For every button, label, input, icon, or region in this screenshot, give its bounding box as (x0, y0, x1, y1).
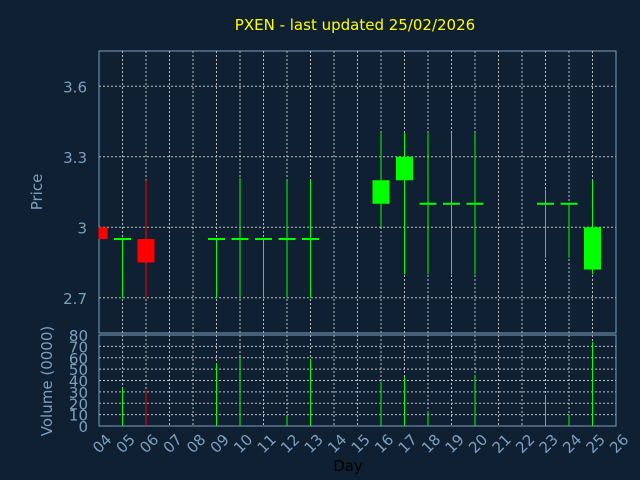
candle-body (372, 180, 390, 204)
volume-y-tick-label: 10 (69, 407, 88, 425)
price-y-tick-label: 3 (77, 219, 87, 237)
volume-bars (122, 341, 593, 426)
candle-06 (137, 180, 155, 298)
volume-y-tick-label: 30 (69, 384, 88, 402)
candle-13 (302, 180, 319, 298)
candle-24 (560, 202, 578, 258)
candle-25 (584, 180, 601, 275)
price-y-ticks: 2.7 3 3.3 3.6 (63, 78, 87, 308)
volume-plot-frame (98, 334, 617, 427)
candle-05 (114, 238, 131, 298)
candle-19 (443, 133, 460, 275)
candle-04 (98, 227, 108, 239)
price-plot-frame (98, 50, 617, 334)
candle-18 (419, 133, 437, 275)
price-panel: 2.7 3 3.3 3.6 Price (28, 50, 617, 334)
volume-axis-label: Volume (0000) (38, 326, 56, 436)
volume-y-tick-label: 80 (69, 327, 88, 345)
volume-y-tick-label: 50 (69, 361, 88, 379)
price-candles (98, 133, 601, 298)
candle-20 (466, 133, 484, 275)
candle-body (584, 227, 601, 270)
chart-title: PXEN - last updated 25/02/2026 (235, 16, 475, 34)
price-axis-label: Price (28, 174, 46, 211)
price-y-tick-label: 3.6 (63, 78, 87, 96)
candle-body (99, 227, 108, 239)
candle-17 (396, 133, 413, 275)
volume-y-tick-label: 40 (69, 373, 88, 391)
price-y-tick-label: 2.7 (63, 290, 87, 308)
candle-09 (208, 238, 225, 298)
candle-11 (255, 238, 272, 298)
x-axis-label: Day (333, 457, 363, 475)
volume-y-tick-label: 70 (69, 338, 88, 356)
candle-12 (278, 180, 296, 298)
candle-body (137, 239, 155, 263)
candle-23 (537, 189, 554, 258)
candle-body (396, 156, 413, 181)
volume-y-tick-label: 60 (69, 350, 88, 368)
volume-y-tick-label: 0 (78, 418, 88, 436)
x-axis-ticks: 0405060708091011121314151617181920212223… (89, 431, 632, 457)
price-y-tick-label: 3.3 (63, 149, 87, 167)
candle-10 (231, 177, 249, 298)
volume-y-tick-label: 20 (69, 395, 88, 413)
candle-16 (372, 133, 390, 228)
